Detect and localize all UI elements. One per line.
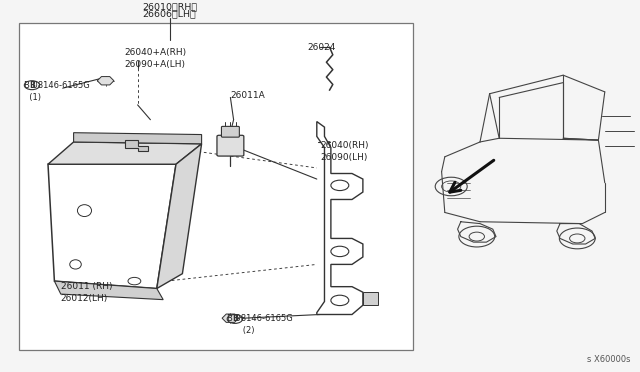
Polygon shape bbox=[363, 292, 378, 305]
Text: B 08146-6165G
      (2): B 08146-6165G (2) bbox=[227, 314, 293, 335]
FancyBboxPatch shape bbox=[217, 135, 244, 156]
FancyBboxPatch shape bbox=[221, 126, 239, 137]
Polygon shape bbox=[48, 164, 176, 289]
Text: 26024: 26024 bbox=[307, 43, 335, 52]
Polygon shape bbox=[54, 281, 163, 300]
Bar bbox=[19, 23, 413, 350]
Text: 26606〈LH〉: 26606〈LH〉 bbox=[143, 10, 196, 19]
Text: 26011A: 26011A bbox=[230, 91, 265, 100]
Text: 26010〈RH〉: 26010〈RH〉 bbox=[142, 2, 197, 12]
Text: B: B bbox=[29, 81, 35, 90]
Ellipse shape bbox=[77, 205, 92, 217]
Text: 26040+A(RH)
26090+A(LH): 26040+A(RH) 26090+A(LH) bbox=[125, 48, 187, 69]
Ellipse shape bbox=[70, 260, 81, 269]
Polygon shape bbox=[97, 77, 114, 85]
Polygon shape bbox=[74, 133, 202, 144]
Polygon shape bbox=[48, 142, 202, 164]
Polygon shape bbox=[125, 140, 148, 151]
Polygon shape bbox=[222, 314, 239, 323]
Text: s X60000s: s X60000s bbox=[587, 355, 630, 364]
Text: 26011 (RH)
26012(LH): 26011 (RH) 26012(LH) bbox=[61, 282, 112, 303]
Text: 26040(RH)
26090(LH): 26040(RH) 26090(LH) bbox=[320, 141, 369, 162]
Text: B 08146-6165G
  (1): B 08146-6165G (1) bbox=[24, 81, 90, 102]
Polygon shape bbox=[157, 144, 202, 289]
Polygon shape bbox=[317, 122, 363, 314]
Text: B: B bbox=[232, 314, 237, 323]
